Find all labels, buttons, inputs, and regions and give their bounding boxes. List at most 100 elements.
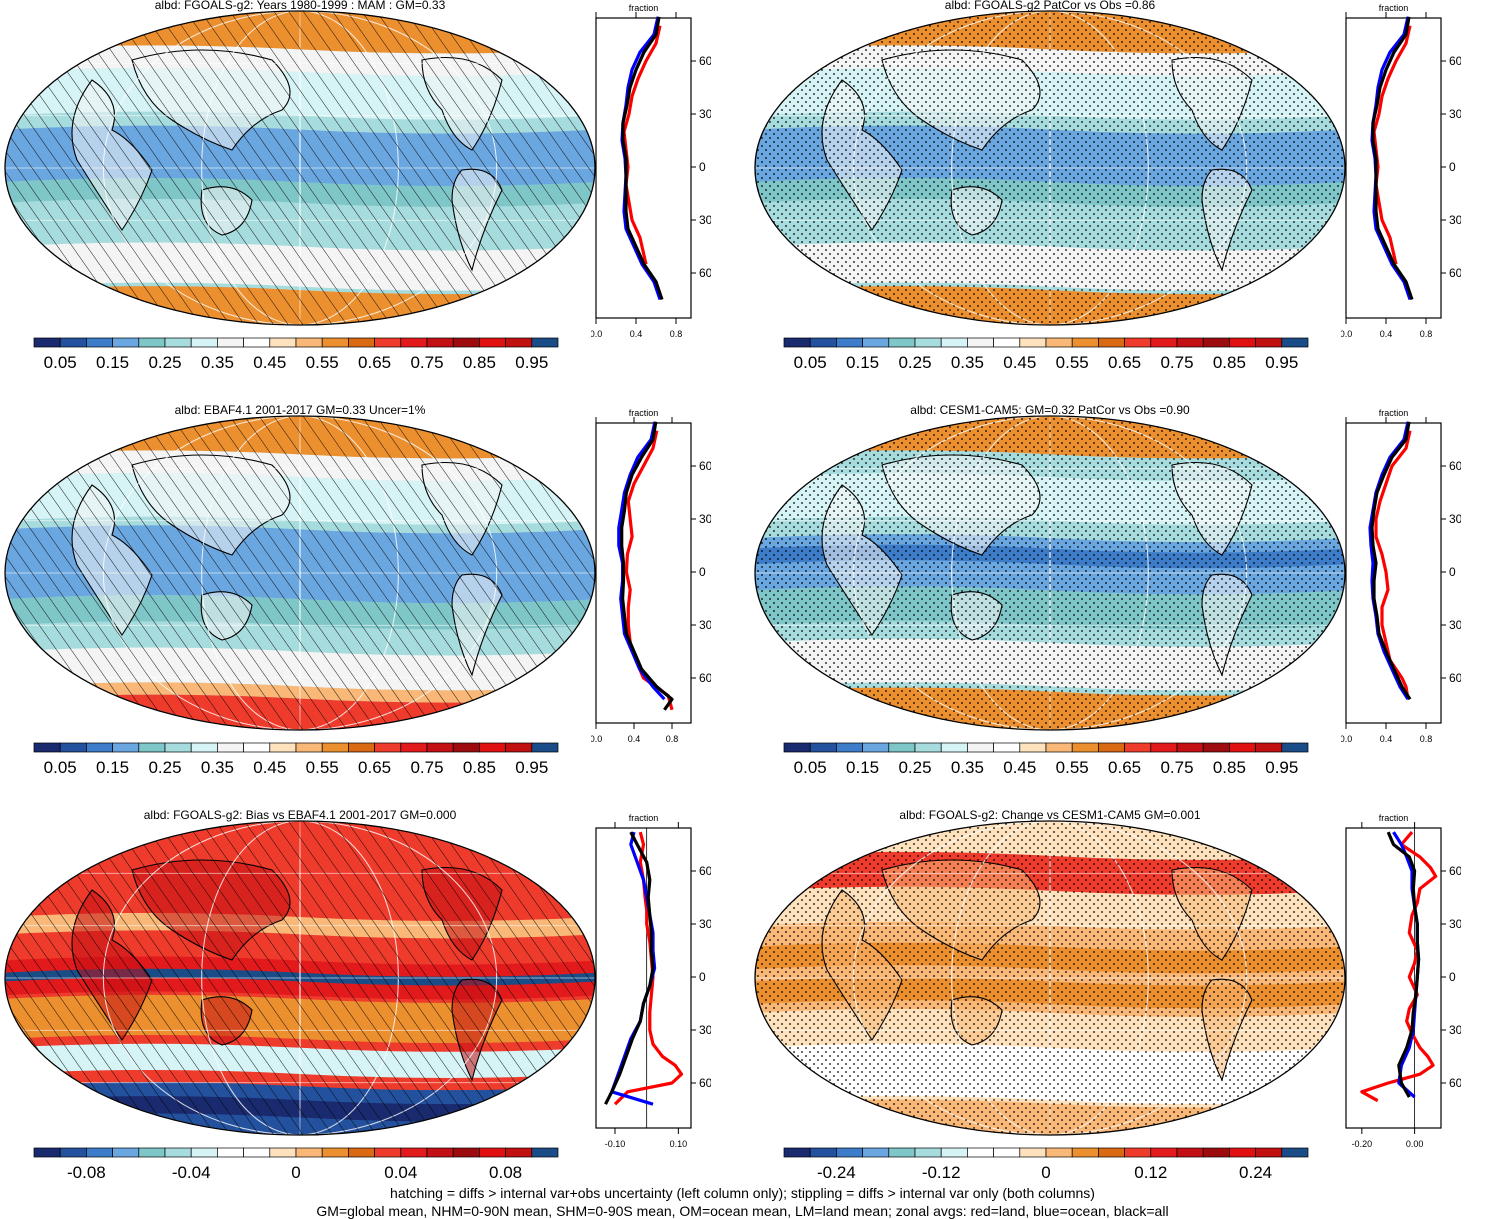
footer-legend-means: GM=global mean, NHM=0-90N mean, SHM=0-90… [316, 1203, 1169, 1219]
colorbar-swatch [426, 337, 454, 348]
colorbar-label: 0.95 [1265, 758, 1298, 777]
colorbar-swatch [531, 742, 559, 753]
x-tick-label: 0.0 [1341, 734, 1352, 744]
colorbar-label: 0.95 [515, 353, 548, 372]
y-tick-label: 60S [699, 266, 711, 280]
colorbar-swatch [836, 742, 863, 753]
colorbar-swatch [1124, 1147, 1152, 1158]
stippling-overlay [755, 416, 1345, 730]
zonal-series-black [1371, 16, 1414, 301]
colorbar-swatch [452, 742, 480, 753]
colorbar-label: 0.85 [1213, 758, 1246, 777]
zonal-xlabel: fraction [1379, 408, 1409, 418]
colorbar-swatch [1176, 1147, 1204, 1158]
colorbar-label: 0.75 [410, 758, 443, 777]
y-tick-label: 0 [699, 970, 706, 984]
colorbar-label: 0.35 [201, 353, 234, 372]
zonal-series-black [621, 16, 664, 301]
colorbar-label: 0.65 [358, 353, 391, 372]
colorbar-swatch [505, 742, 533, 753]
colorbar-swatch [1281, 1147, 1309, 1158]
colorbar-swatch [112, 1147, 140, 1158]
colorbar-swatch [479, 337, 506, 348]
y-tick-label: 60S [699, 1076, 711, 1090]
y-tick-label: 0 [1449, 565, 1456, 579]
colorbar-label: 0.65 [1108, 353, 1141, 372]
colorbar-swatch [1150, 337, 1178, 348]
colorbar-swatch [783, 742, 811, 753]
zonal-frame [595, 827, 692, 1129]
zonal-series-black [1386, 831, 1421, 1098]
colorbar-label: -0.12 [922, 1163, 961, 1182]
colorbar-1: 0.05 0.15 0.25 0.35 0.45 0.55 0.65 0.75 0.85 0.95… [783, 337, 1309, 372]
colorbar-swatch [1045, 337, 1073, 348]
colorbar-label: 0.05 [794, 353, 827, 372]
colorbar-label: 0.05 [794, 758, 827, 777]
colorbar-swatch [1098, 1147, 1125, 1158]
colorbar-swatch [112, 742, 140, 753]
colorbar-swatch [138, 1147, 166, 1158]
colorbar-label: 0.95 [515, 758, 548, 777]
colorbar-swatch [1150, 1147, 1178, 1158]
x-tick-label: 0.8 [1420, 734, 1433, 744]
colorbar-swatch [1229, 742, 1256, 753]
colorbar-label: -0.04 [172, 1163, 211, 1182]
y-tick-label: 30S [699, 213, 711, 227]
colorbar-label: 0.05 [44, 758, 77, 777]
colorbar-swatch [374, 742, 402, 753]
y-tick-label: 30N [699, 512, 711, 526]
colorbar-label: 0.75 [1160, 758, 1193, 777]
y-tick-label: 30N [1449, 107, 1461, 121]
colorbar-swatch [888, 1147, 916, 1158]
zonal-mean-plot-3: fraction 0.0 0.4 0.8 60N 30N 0 30S 60S [1341, 408, 1461, 744]
colorbar-swatch [295, 337, 323, 348]
colorbar-swatch [33, 742, 61, 753]
colorbar-label: 0.55 [1056, 758, 1089, 777]
colorbar-label: 0.95 [1265, 353, 1298, 372]
y-tick-label: 30S [1449, 213, 1461, 227]
colorbar-swatch [138, 742, 166, 753]
colorbar-swatch [138, 337, 166, 348]
x-tick-label: 0.8 [1420, 329, 1433, 339]
colorbar-swatch [86, 742, 113, 753]
colorbar-label: 0.85 [463, 758, 496, 777]
colorbar-swatch [164, 1147, 192, 1158]
colorbar-swatch [217, 337, 244, 348]
zonal-mean-plot-0: fraction 0.0 0.4 0.8 60N 30N 0 30S 60S [591, 3, 711, 339]
colorbar-swatch [914, 1147, 942, 1158]
colorbar-swatch [321, 337, 349, 348]
colorbar-label: 0.55 [306, 353, 339, 372]
colorbar-swatch [269, 742, 297, 753]
x-tick-label: 0.4 [1380, 734, 1393, 744]
colorbar-swatch [1019, 742, 1047, 753]
zonal-mean-plot-5: fraction -0.20 0.00 60N 30N 0 30S 60S [1345, 813, 1461, 1149]
colorbar-swatch [1229, 337, 1256, 348]
colorbar-swatch [888, 337, 916, 348]
colorbar-4: -0.08 -0.04 0 0.04 0.08 [33, 1147, 559, 1182]
colorbar-swatch [862, 337, 890, 348]
colorbar-swatch [1045, 742, 1073, 753]
colorbar-swatch [479, 742, 506, 753]
colorbar-swatch [888, 742, 916, 753]
map-title: albd: FGOALS-g2: Change vs CESM1-CAM5 GM… [899, 808, 1201, 822]
zonal-series-black [604, 831, 655, 1105]
map-panel-3 [754, 415, 1346, 731]
x-tick-label: 0.10 [670, 1139, 688, 1149]
colorbar-label: 0.55 [1056, 353, 1089, 372]
colorbar-swatch [452, 337, 480, 348]
y-tick-label: 30N [1449, 917, 1461, 931]
y-tick-label: 30N [699, 107, 711, 121]
map-panel-2 [4, 415, 596, 731]
y-tick-label: 60N [1449, 459, 1461, 473]
colorbar-2: 0.05 0.15 0.25 0.35 0.45 0.55 0.65 0.75 0.85 0.95… [33, 742, 559, 777]
map-outline [754, 820, 1346, 1136]
colorbar-swatch [479, 1147, 506, 1158]
x-tick-label: 0.0 [591, 329, 602, 339]
colorbar-swatch [243, 1147, 271, 1158]
colorbar-label: 0.25 [148, 758, 181, 777]
colorbar-label: 0.85 [463, 353, 496, 372]
colorbar-label: 0.65 [1108, 758, 1141, 777]
colorbar-swatch [1202, 1147, 1230, 1158]
colorbar-label: 0.15 [846, 758, 879, 777]
colorbar-swatch [348, 742, 375, 753]
